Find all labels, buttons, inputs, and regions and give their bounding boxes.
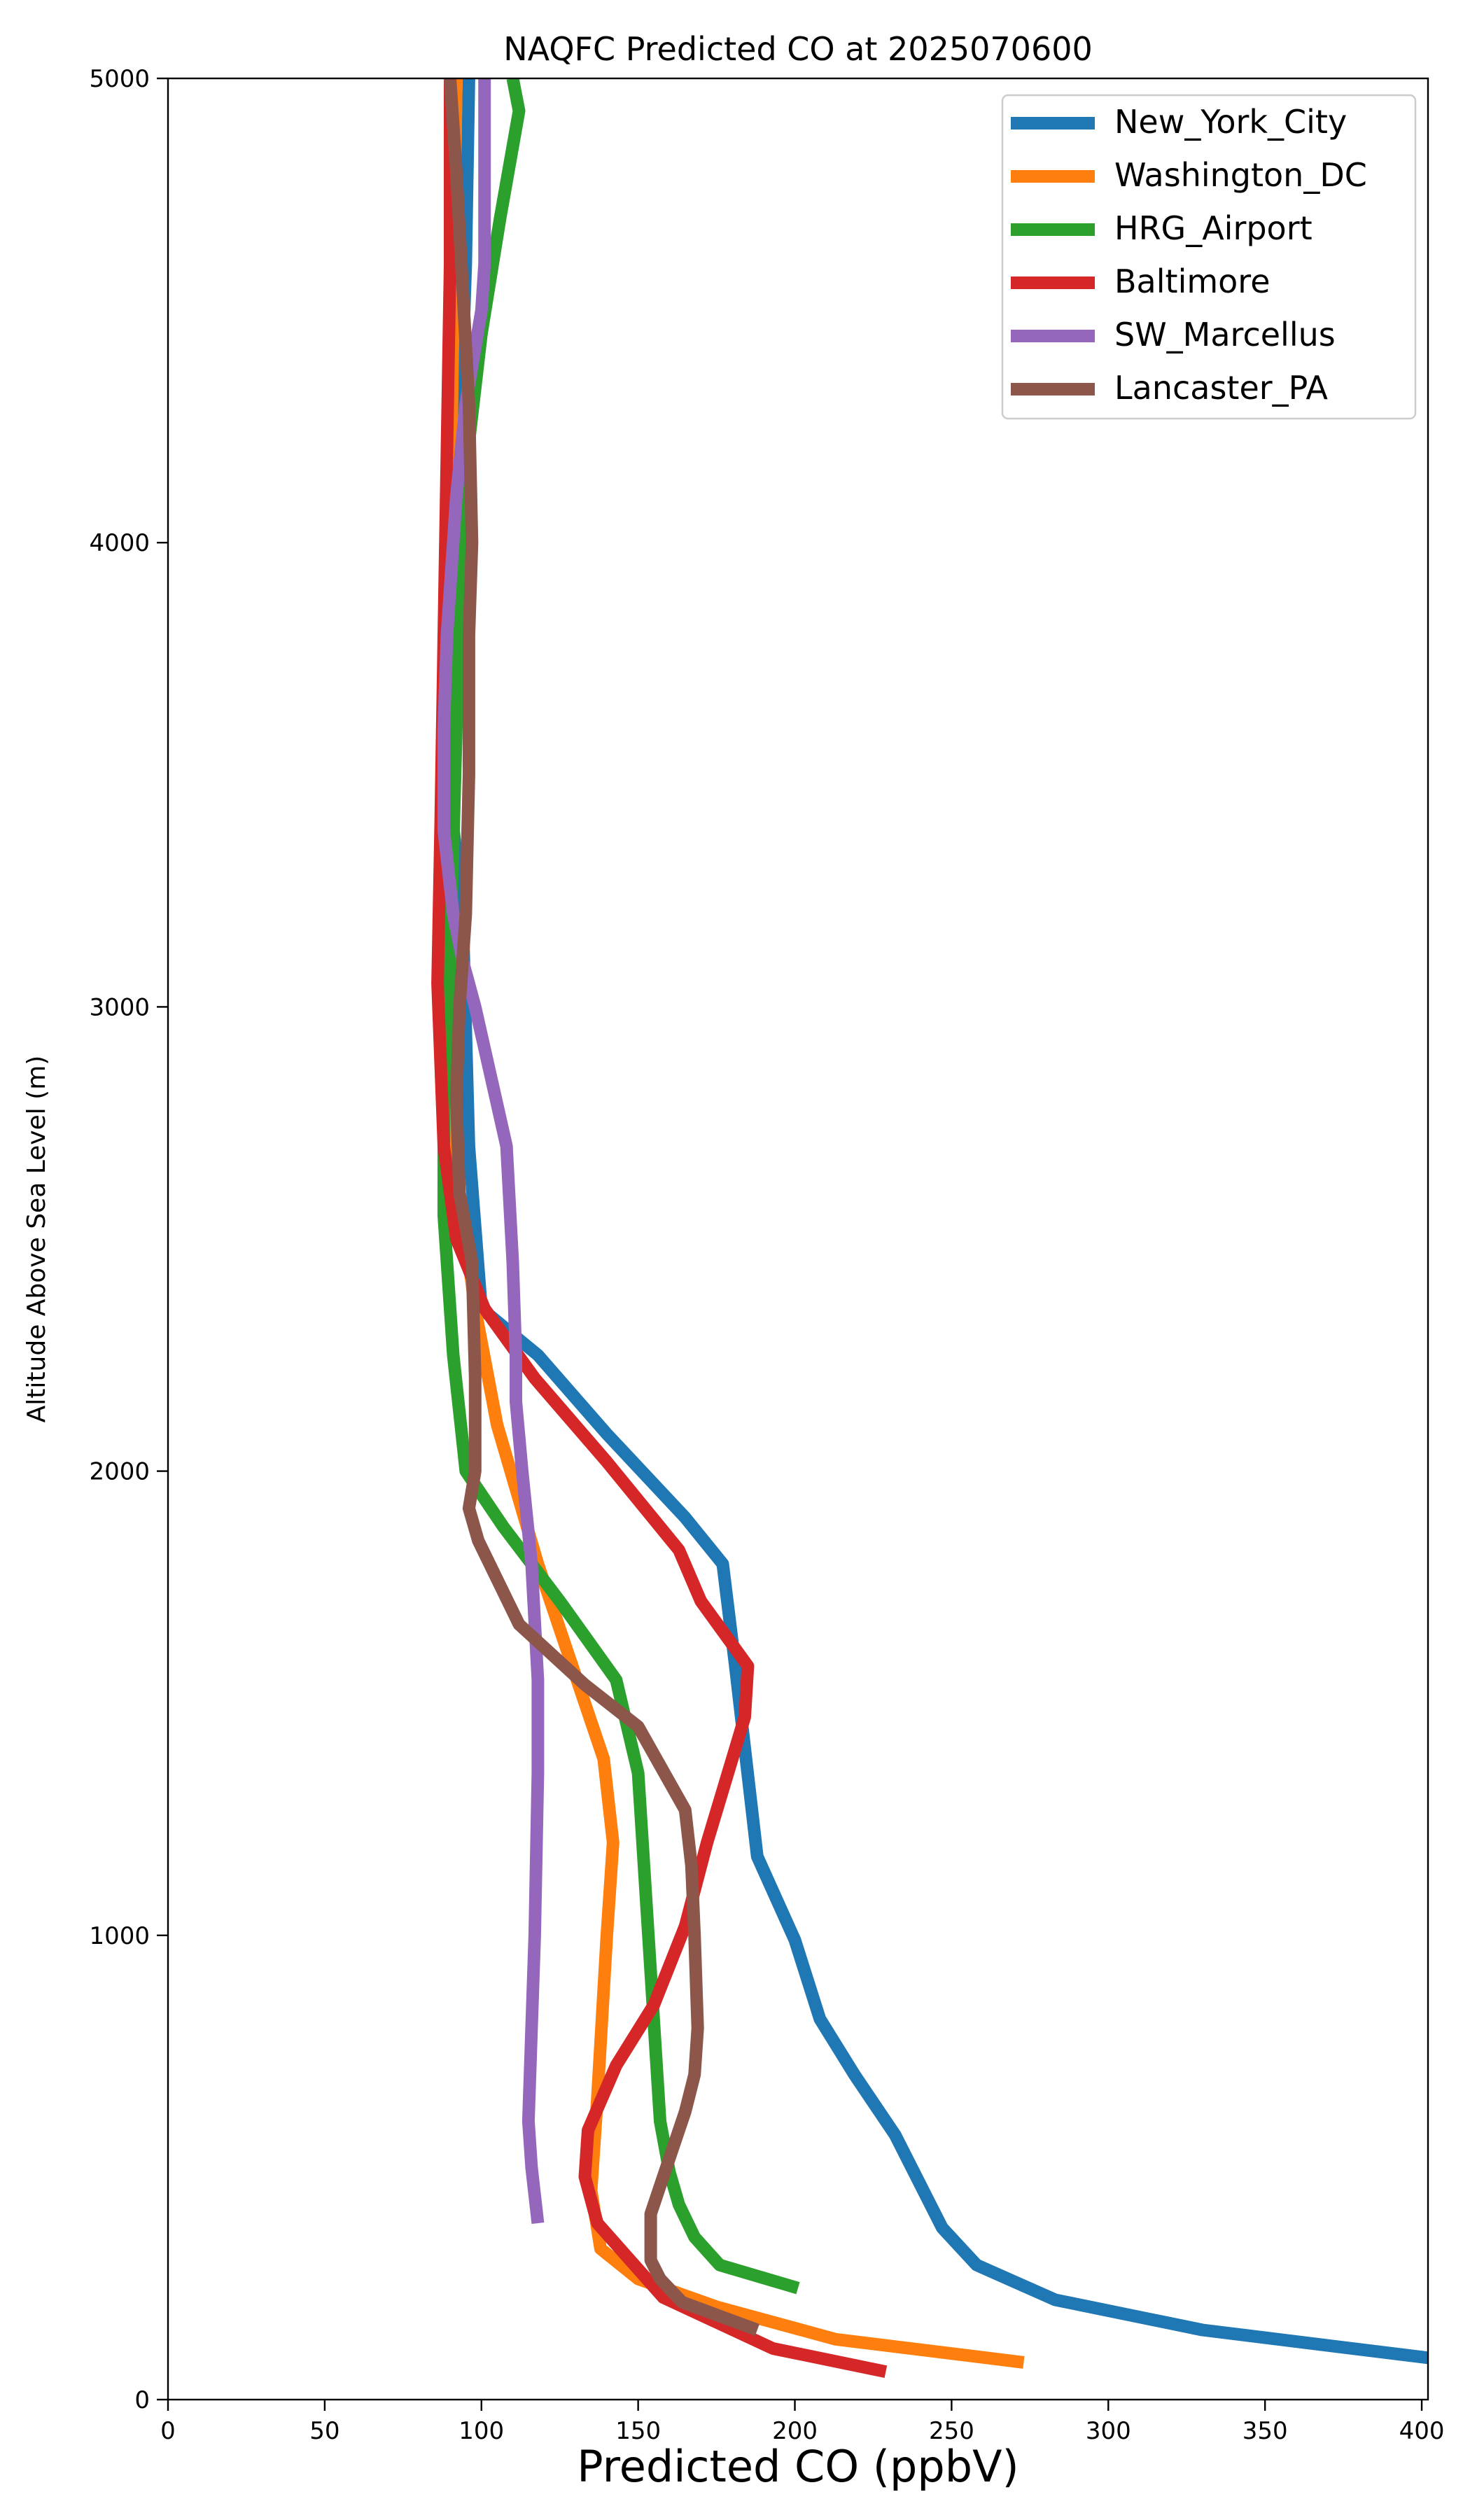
series-line-hrg-airport	[438, 78, 800, 2295]
y-axis-ticks: 0 1000 2000 3000 4000 5000	[89, 65, 168, 2414]
series-layer	[431, 78, 1428, 2379]
y-tick-label: 2000	[89, 1458, 150, 1486]
x-tick-label: 350	[1242, 2417, 1288, 2445]
chart-title: NAQFC Predicted CO at 2025070600	[503, 30, 1093, 68]
x-tick-label: 50	[309, 2417, 340, 2445]
series-line-lancaster-pa	[444, 78, 760, 2336]
legend-box	[1001, 94, 1417, 420]
x-tick-label: 250	[929, 2417, 974, 2445]
x-axis-ticks: 0 50 100 150 200 250 300 350 400	[160, 2400, 1444, 2445]
legend-label: New_York_City	[1114, 103, 1347, 141]
plot-frame	[167, 77, 1429, 2401]
x-tick-label: 150	[615, 2417, 661, 2445]
y-tick-label: 0	[134, 2386, 150, 2414]
x-axis-label: Predicted CO (ppbV)	[577, 2441, 1018, 2492]
x-tick-label: 200	[772, 2417, 818, 2445]
legend-label: SW_Marcellus	[1114, 316, 1336, 354]
y-axis-label: Altitude Above Sea Level (m)	[22, 1056, 51, 1423]
y-tick-label: 1000	[89, 1922, 150, 1950]
legend: New_York_City Washington_DC HRG_Airport Bal…	[1001, 94, 1417, 420]
y-tick-label: 5000	[89, 65, 150, 93]
x-tick-label: 100	[458, 2417, 504, 2445]
legend-label: Lancaster_PA	[1114, 369, 1328, 407]
legend-label: Baltimore	[1114, 262, 1270, 300]
legend-label: HRG_Airport	[1114, 209, 1312, 247]
x-tick-label: 400	[1399, 2417, 1445, 2445]
legend-label: Washington_DC	[1114, 156, 1367, 194]
y-tick-label: 4000	[89, 529, 150, 557]
series-line-sw-marcellus	[438, 78, 545, 2225]
y-tick-label: 3000	[89, 993, 150, 1021]
x-tick-label: 0	[160, 2417, 176, 2445]
x-tick-label: 300	[1086, 2417, 1131, 2445]
